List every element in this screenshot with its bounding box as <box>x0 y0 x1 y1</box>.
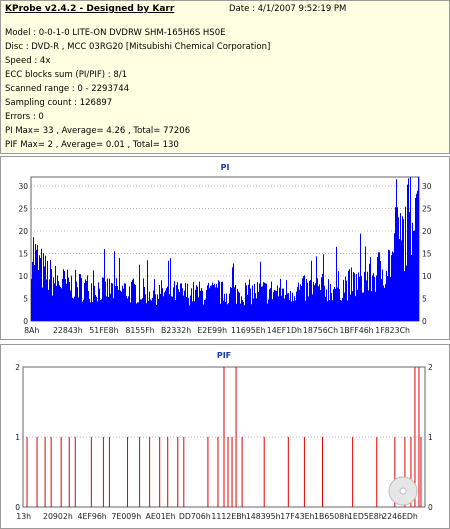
info-panel: KProbe v2.4.2 - Designed by Karr Date : … <box>0 0 450 154</box>
pif-y-tick-right: 2 <box>428 363 433 372</box>
pi-x-tick: E2E99h <box>197 326 227 335</box>
pi-y-tick-left: 30 <box>18 182 28 191</box>
info-model: Model : 0-0-1-0 LITE-ON DVDRW SHM-165H6S… <box>5 28 226 38</box>
pi-x-tick: 14EF1Dh <box>267 326 302 335</box>
pif-y-tick-right: 0 <box>428 503 433 512</box>
info-range: Scanned range : 0 - 2293744 <box>5 84 130 94</box>
pif-chart: PIF 0 0 1 1 2 2 13h 20902h 4EF96h 7E009h AE01Eh DD70… <box>15 351 433 521</box>
pi-y-tick-right: 20 <box>422 227 432 236</box>
pi-x-tick: 8Ah <box>24 326 39 335</box>
info-errors: Errors : 0 <box>5 112 44 122</box>
pi-y-tick-right: 0 <box>422 317 427 326</box>
pif-x-tick: 1B6508h <box>314 512 349 521</box>
info-pi-stats: PI Max= 33 , Average= 4.26 , Total= 7720… <box>5 126 191 136</box>
pi-x-tick: B2332h <box>161 326 191 335</box>
pif-y-tick-left: 1 <box>15 433 20 442</box>
pif-y-tick-left: 0 <box>15 503 20 512</box>
pif-x-tick: 7E009h <box>111 512 141 521</box>
pi-y-tick-right: 15 <box>422 250 432 259</box>
pi-y-tick-left: 25 <box>18 205 28 214</box>
pi-y-tick-right: 10 <box>422 272 432 281</box>
pi-x-tick: 18756Ch <box>303 326 338 335</box>
pi-y-tick-right: 30 <box>422 182 432 191</box>
pif-x-tick: 2246EDh <box>382 512 418 521</box>
info-speed: Speed : 4x <box>5 56 51 66</box>
app-title: KProbe v2.4.2 - Designed by Karr <box>5 4 175 14</box>
pif-x-tick: 13h <box>16 512 31 521</box>
pif-x-tick: 17F43Eh <box>280 512 314 521</box>
pif-x-tick: 20902h <box>43 512 73 521</box>
disc-hole-icon <box>399 487 407 495</box>
pi-y-tick-left: 10 <box>18 272 28 281</box>
pi-chart-panel: PI 0 0 5 5 10 10 15 15 20 20 25 25 30 30 8Ah 22843h 51FE8… <box>0 156 450 340</box>
pi-y-tick-left: 15 <box>18 250 28 259</box>
info-disc: Disc : DVD-R , MCC 03RG20 [Mitsubishi Ch… <box>5 42 271 52</box>
pi-x-tick: 1BFF46h <box>339 326 373 335</box>
pif-x-tick: 4EF96h <box>77 512 106 521</box>
pif-x-tick: 148395h <box>246 512 281 521</box>
pi-x-tick: 8155Fh <box>125 326 154 335</box>
pi-y-tick-left: 5 <box>23 295 28 304</box>
pi-x-tick: 51FE8h <box>89 326 118 335</box>
info-sampling: Sampling count : 126897 <box>5 98 113 108</box>
info-ecc: ECC blocks sum (PI/PIF) : 8/1 <box>5 70 128 80</box>
pif-chart-panel: PIF 0 0 1 1 2 2 13h 20902h 4EF96h 7E009h AE01Eh DD70… <box>0 344 450 529</box>
pi-x-tick: 11695Eh <box>231 326 266 335</box>
pi-y-tick-right: 5 <box>422 295 427 304</box>
info-pif-stats: PIF Max= 2 , Average= 0.01 , Total= 130 <box>5 140 179 150</box>
pi-chart: PI 0 0 5 5 10 10 15 15 20 20 25 25 30 30 8Ah 22843h 51FE8… <box>18 163 432 335</box>
pi-y-tick-left: 0 <box>23 317 28 326</box>
pif-x-tick: 1ED5E8h <box>348 512 384 521</box>
pi-bars <box>31 177 419 321</box>
pif-x-tick: 1112EBh <box>211 512 246 521</box>
pi-y-tick-left: 20 <box>18 227 28 236</box>
pif-chart-title: PIF <box>217 351 231 360</box>
pif-x-tick: DD706h <box>179 512 211 521</box>
pif-x-tick: AE01Eh <box>146 512 176 521</box>
pi-y-tick-right: 25 <box>422 205 432 214</box>
pif-y-tick-right: 1 <box>428 433 433 442</box>
pi-chart-title: PI <box>221 163 230 172</box>
pi-x-tick: 22843h <box>53 326 83 335</box>
pif-bars <box>26 367 422 507</box>
pi-bar-series <box>31 177 419 321</box>
pi-x-tick: 1F823Ch <box>375 326 410 335</box>
scan-date: Date : 4/1/2007 9:52:19 PM <box>229 4 347 14</box>
pif-y-tick-left: 2 <box>15 363 20 372</box>
